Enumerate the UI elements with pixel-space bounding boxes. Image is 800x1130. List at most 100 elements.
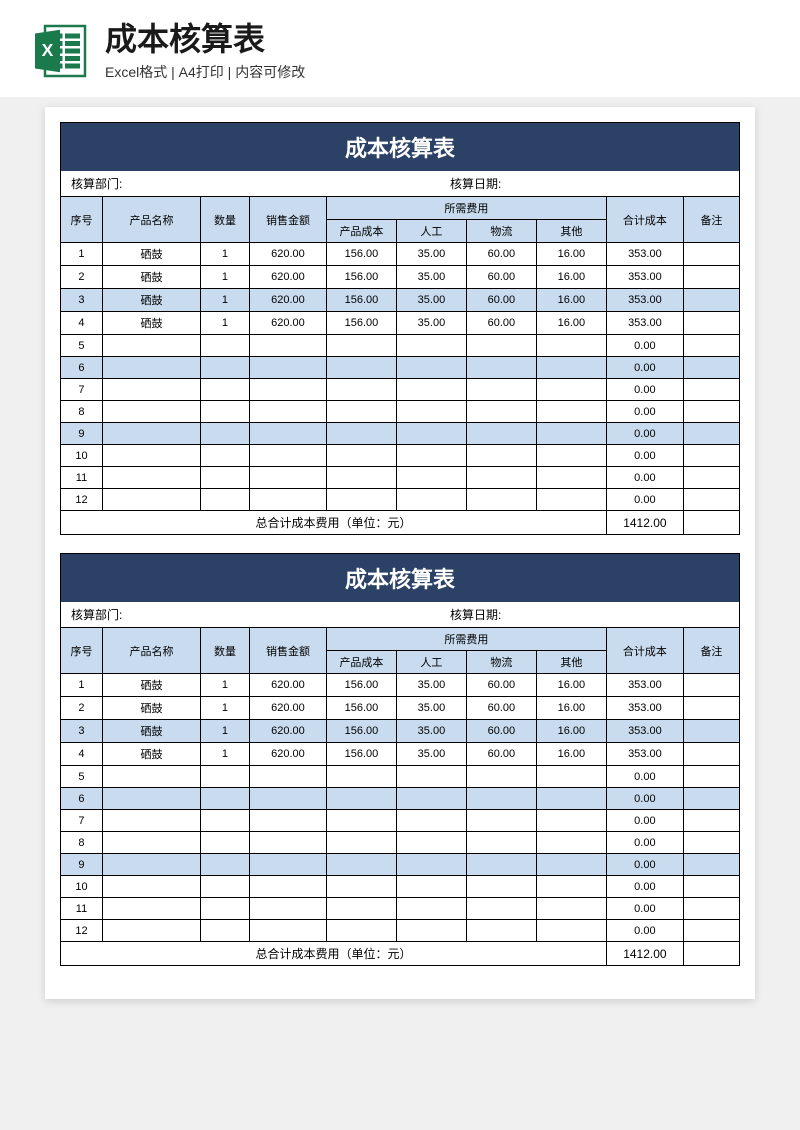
table-row: 4 硒鼓 1 620.00 156.00 35.00 60.00 16.00 3… bbox=[61, 312, 740, 335]
cell-note bbox=[683, 674, 739, 697]
table-row: 9 0.00 bbox=[61, 423, 740, 445]
cell-note bbox=[683, 697, 739, 720]
cell-logistics bbox=[466, 489, 536, 511]
header-text: 成本核算表 Excel格式 | A4打印 | 内容可修改 bbox=[105, 20, 770, 82]
table-row: 8 0.00 bbox=[61, 401, 740, 423]
cell-total: 0.00 bbox=[606, 832, 683, 854]
cell-labor bbox=[396, 467, 466, 489]
cell-seq: 10 bbox=[61, 445, 103, 467]
cell-name: 硒鼓 bbox=[102, 289, 200, 312]
table-title: 成本核算表 bbox=[60, 122, 740, 171]
cell-sale bbox=[249, 401, 326, 423]
cell-logistics bbox=[466, 445, 536, 467]
table-row: 8 0.00 bbox=[61, 832, 740, 854]
page-subtitle: Excel格式 | A4打印 | 内容可修改 bbox=[105, 62, 770, 82]
cell-labor: 35.00 bbox=[396, 312, 466, 335]
table-row: 5 0.00 bbox=[61, 335, 740, 357]
cell-labor: 35.00 bbox=[396, 720, 466, 743]
cell-product-cost: 156.00 bbox=[326, 243, 396, 266]
th-sale: 销售金额 bbox=[249, 628, 326, 674]
meta-row: 核算部门: 核算日期: bbox=[60, 171, 740, 196]
cell-logistics: 60.00 bbox=[466, 243, 536, 266]
table-row: 2 硒鼓 1 620.00 156.00 35.00 60.00 16.00 3… bbox=[61, 697, 740, 720]
cell-logistics bbox=[466, 379, 536, 401]
cell-sale bbox=[249, 854, 326, 876]
cell-product-cost bbox=[326, 766, 396, 788]
table-row: 1 硒鼓 1 620.00 156.00 35.00 60.00 16.00 3… bbox=[61, 243, 740, 266]
cell-other bbox=[536, 920, 606, 942]
cell-qty bbox=[200, 357, 249, 379]
table-row: 11 0.00 bbox=[61, 898, 740, 920]
table-row: 6 0.00 bbox=[61, 788, 740, 810]
cell-product-cost bbox=[326, 357, 396, 379]
cell-logistics: 60.00 bbox=[466, 312, 536, 335]
cell-product-cost bbox=[326, 489, 396, 511]
cell-sale bbox=[249, 467, 326, 489]
cell-total: 353.00 bbox=[606, 743, 683, 766]
table-row: 11 0.00 bbox=[61, 467, 740, 489]
cell-sale bbox=[249, 357, 326, 379]
cell-logistics bbox=[466, 854, 536, 876]
cell-product-cost bbox=[326, 832, 396, 854]
cell-note bbox=[683, 423, 739, 445]
cell-seq: 5 bbox=[61, 335, 103, 357]
cell-seq: 7 bbox=[61, 810, 103, 832]
cell-sale: 620.00 bbox=[249, 743, 326, 766]
cell-sale bbox=[249, 379, 326, 401]
cell-labor bbox=[396, 401, 466, 423]
cell-product-cost bbox=[326, 788, 396, 810]
cell-name bbox=[102, 379, 200, 401]
th-product-cost: 产品成本 bbox=[326, 651, 396, 674]
cell-name bbox=[102, 357, 200, 379]
cell-sale bbox=[249, 876, 326, 898]
cell-qty bbox=[200, 379, 249, 401]
table-row: 4 硒鼓 1 620.00 156.00 35.00 60.00 16.00 3… bbox=[61, 743, 740, 766]
cell-logistics bbox=[466, 766, 536, 788]
cell-product-cost bbox=[326, 379, 396, 401]
cell-product-cost bbox=[326, 467, 396, 489]
cell-total: 0.00 bbox=[606, 854, 683, 876]
cell-total: 0.00 bbox=[606, 788, 683, 810]
cell-seq: 7 bbox=[61, 379, 103, 401]
cost-table-block: 成本核算表 核算部门: 核算日期: 序号 产品名称 数量 销售金额 所需费用 合… bbox=[60, 122, 740, 535]
cell-qty: 1 bbox=[200, 674, 249, 697]
th-cost-group: 所需费用 bbox=[326, 628, 606, 651]
th-logistics: 物流 bbox=[466, 220, 536, 243]
excel-icon: X bbox=[30, 21, 90, 81]
th-seq: 序号 bbox=[61, 628, 103, 674]
cell-other bbox=[536, 876, 606, 898]
page-title: 成本核算表 bbox=[105, 20, 770, 58]
cell-qty bbox=[200, 898, 249, 920]
cell-seq: 1 bbox=[61, 674, 103, 697]
cell-note bbox=[683, 854, 739, 876]
cell-qty: 1 bbox=[200, 266, 249, 289]
meta-dept: 核算部门: bbox=[71, 606, 350, 623]
cell-name bbox=[102, 423, 200, 445]
cell-total: 0.00 bbox=[606, 423, 683, 445]
cell-total: 0.00 bbox=[606, 810, 683, 832]
cell-other: 16.00 bbox=[536, 312, 606, 335]
cell-name: 硒鼓 bbox=[102, 243, 200, 266]
cell-product-cost bbox=[326, 401, 396, 423]
cell-sale bbox=[249, 489, 326, 511]
cell-note bbox=[683, 445, 739, 467]
cell-note bbox=[683, 312, 739, 335]
th-other: 其他 bbox=[536, 220, 606, 243]
cell-other bbox=[536, 401, 606, 423]
cell-labor bbox=[396, 876, 466, 898]
cell-total: 353.00 bbox=[606, 266, 683, 289]
cell-name: 硒鼓 bbox=[102, 674, 200, 697]
table-row: 3 硒鼓 1 620.00 156.00 35.00 60.00 16.00 3… bbox=[61, 720, 740, 743]
cell-product-cost bbox=[326, 445, 396, 467]
cell-logistics bbox=[466, 810, 536, 832]
footer-note bbox=[683, 511, 739, 535]
cell-name bbox=[102, 335, 200, 357]
cell-other bbox=[536, 832, 606, 854]
cell-seq: 9 bbox=[61, 854, 103, 876]
footer-total: 1412.00 bbox=[606, 511, 683, 535]
meta-date: 核算日期: bbox=[350, 606, 729, 623]
cell-qty: 1 bbox=[200, 720, 249, 743]
cell-total: 0.00 bbox=[606, 379, 683, 401]
cell-other bbox=[536, 379, 606, 401]
cell-other: 16.00 bbox=[536, 266, 606, 289]
